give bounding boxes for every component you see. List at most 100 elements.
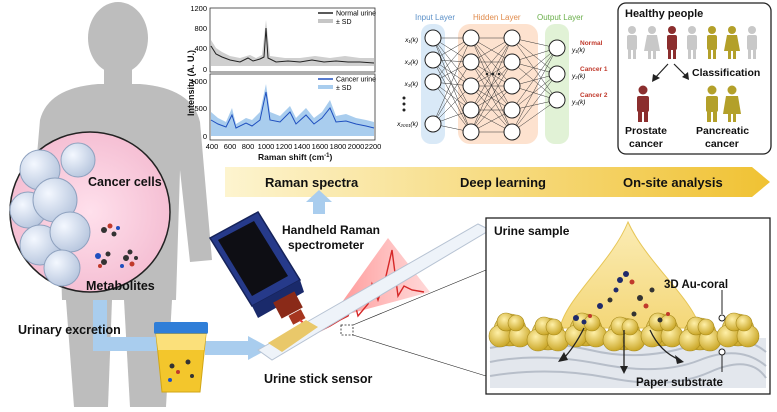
output-class-cancer1: Cancer 1 xyxy=(580,66,608,73)
network-node xyxy=(424,29,442,47)
normal-urine-line xyxy=(210,27,375,64)
network-edge xyxy=(470,37,513,111)
tick: 1800 xyxy=(330,142,347,151)
network-node xyxy=(503,29,521,47)
urinary-excretion-label: Urinary excretion xyxy=(18,323,121,337)
tick: 1000 xyxy=(258,142,275,151)
network-edge xyxy=(470,85,513,133)
network-edge xyxy=(511,99,558,133)
urine-sample-title: Urine sample xyxy=(494,224,570,238)
prostate-label-2: cancer xyxy=(629,138,663,150)
input-x2001: x₂₀₀₁(k) xyxy=(396,121,418,128)
paper-substrate-label: Paper substrate xyxy=(636,377,723,389)
spectrometer-label-2: spectrometer xyxy=(288,238,364,252)
prostate-label-1: Prostate xyxy=(625,125,667,137)
network-edge xyxy=(511,47,558,111)
metabolites-label: Metabolites xyxy=(86,279,155,293)
cancer-cells-label: Cancer cells xyxy=(88,175,162,189)
urine-sample-box: Urine sample 3D Au-coral Paper substrate xyxy=(485,217,771,395)
network-node xyxy=(424,115,442,133)
person-icon xyxy=(707,26,717,59)
neural-network: Input Layer Hidden Layer Output Layer x₁… xyxy=(396,13,608,144)
pipeline-arrow: Raman spectra Deep learning On-site anal… xyxy=(225,167,770,197)
tick: 800 xyxy=(242,142,255,151)
output-class-normal: Normal xyxy=(580,40,603,47)
healthy-people-title: Healthy people xyxy=(625,8,703,20)
output-layer-label: Output Layer xyxy=(537,13,584,22)
network-node xyxy=(424,51,442,69)
input-x2: x₂(k) xyxy=(404,59,418,66)
person-icon xyxy=(644,26,660,59)
tick: 400 xyxy=(194,44,207,53)
tick: 2200 xyxy=(365,142,382,151)
pipeline-step-deep-learning: Deep learning xyxy=(460,175,546,190)
au-coral-label: 3D Au-coral xyxy=(664,279,728,291)
pipeline-step-raman: Raman spectra xyxy=(265,175,359,190)
tick: 400 xyxy=(206,142,219,151)
network-edge xyxy=(470,37,513,133)
network-node xyxy=(503,123,521,141)
pancreatic-label-1: Pancreatic xyxy=(696,125,749,137)
network-node xyxy=(462,53,480,71)
network-edge xyxy=(470,61,513,111)
legend-normal-urine: Normal urine xyxy=(336,11,376,18)
network-node xyxy=(503,101,521,119)
network-node xyxy=(548,91,566,109)
network-node xyxy=(503,53,521,71)
urine-cup xyxy=(154,322,208,393)
network-edge xyxy=(432,59,472,111)
input-layer-label: Input Layer xyxy=(415,13,455,22)
tick: 1400 xyxy=(294,142,311,151)
pipeline-step-onsite: On-site analysis xyxy=(623,175,723,190)
tick: 1000 xyxy=(190,77,207,86)
network-node xyxy=(503,77,521,95)
tick: 2000 xyxy=(348,142,365,151)
tick: 500 xyxy=(194,104,207,113)
input-x3: x₃(k) xyxy=(404,81,418,88)
spectrometer-label-1: Handheld Raman xyxy=(282,223,380,237)
au-coral-cluster xyxy=(678,316,722,352)
network-node xyxy=(462,77,480,95)
bottom-y-ticks: 1000 500 0 xyxy=(190,77,207,141)
cancer-cell-circle: Cancer cells Metabolites xyxy=(9,131,171,293)
pancreatic-person-icons xyxy=(706,85,741,122)
tick: 0 xyxy=(203,65,207,74)
cell-cluster xyxy=(9,142,96,287)
cancer-urine-line xyxy=(210,91,375,129)
tick: 800 xyxy=(194,24,207,33)
classification-label: Classification xyxy=(692,67,760,79)
person-icon xyxy=(667,26,677,59)
network-edge xyxy=(432,37,472,125)
network-node xyxy=(462,29,480,47)
network-edge xyxy=(432,85,472,125)
tick: 1200 xyxy=(276,142,293,151)
tick: 0 xyxy=(203,132,207,141)
network-node xyxy=(462,123,480,141)
x-ticks: 400 600 800 1000 1200 1400 1600 1800 200… xyxy=(206,142,382,151)
spectra-y-axis-label: Intensity (A. U.) xyxy=(186,50,196,116)
urine-stick-sensor xyxy=(257,223,492,377)
cancer-sd-band xyxy=(211,84,374,136)
network-edge xyxy=(511,37,558,75)
raman-spectra: Intensity (A. U.) 1200 800 400 0 Normal … xyxy=(186,4,381,162)
legend-normal-sd: ± SD xyxy=(336,19,352,26)
normal-sd-band xyxy=(211,20,374,66)
network-edge xyxy=(511,47,558,87)
output-y1: y₁(k) xyxy=(571,47,585,54)
person-icon xyxy=(627,26,637,59)
legend-cancer-sd: ± SD xyxy=(336,85,352,92)
network-edge xyxy=(511,73,558,111)
output-y2: y₂(k) xyxy=(571,73,585,80)
metabolite-molecules xyxy=(95,223,138,268)
top-y-ticks: 1200 800 400 0 xyxy=(190,4,207,74)
spectra-up-arrow xyxy=(306,190,332,214)
network-edge xyxy=(511,73,558,133)
au-coral-cluster xyxy=(526,316,570,352)
network-node xyxy=(424,73,442,91)
input-x1: x₁(k) xyxy=(404,37,418,44)
network-edge xyxy=(432,37,472,87)
au-coral-cluster xyxy=(716,312,760,348)
urine-stick-sensor-label: Urine stick sensor xyxy=(264,372,373,386)
network-edge xyxy=(470,61,513,133)
